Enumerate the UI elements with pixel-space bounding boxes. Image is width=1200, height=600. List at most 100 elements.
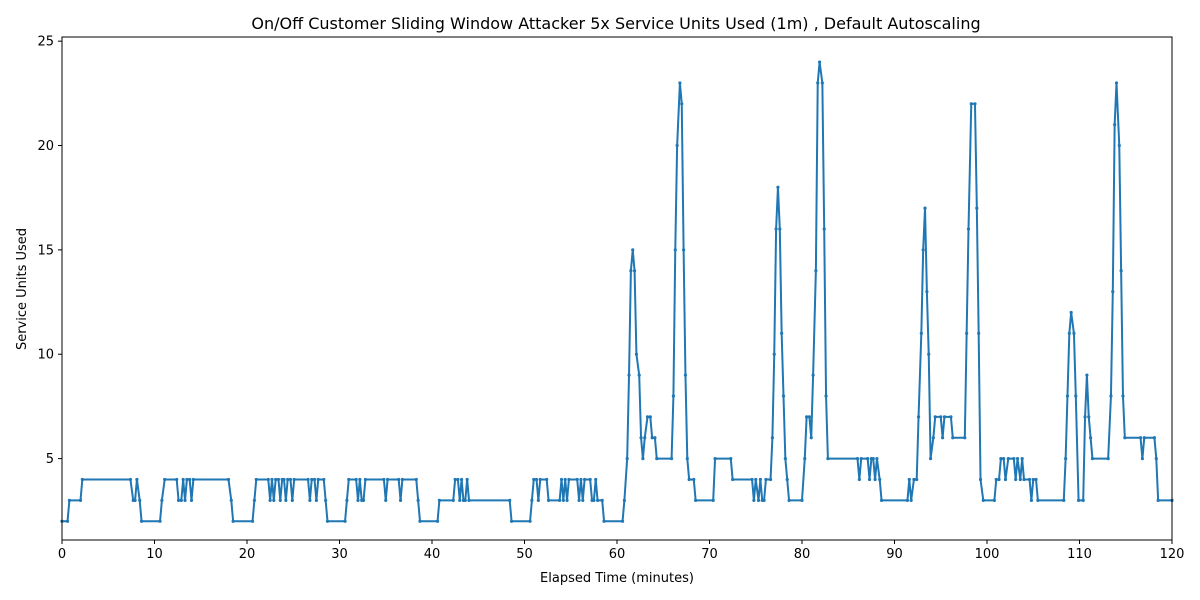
data-point: [905, 498, 910, 502]
data-point: [363, 477, 367, 482]
data-point: [532, 477, 536, 482]
data-point: [625, 457, 629, 461]
data-point: [949, 415, 953, 419]
data-point: [530, 498, 534, 502]
data-point: [231, 519, 235, 523]
data-point: [648, 415, 652, 419]
data-point: [1065, 394, 1070, 398]
data-point: [639, 436, 643, 440]
data-point: [189, 498, 194, 502]
data-point: [941, 436, 945, 440]
data-point: [811, 373, 815, 377]
data-point: [361, 498, 366, 502]
data-point: [577, 498, 581, 502]
x-tick-label: 40: [424, 547, 441, 562]
data-point: [631, 248, 635, 252]
data-point: [1002, 457, 1006, 461]
data-point: [160, 498, 164, 502]
data-point: [322, 477, 326, 482]
data-point: [78, 498, 83, 502]
data-point: [1114, 81, 1119, 85]
data-point: [545, 477, 549, 482]
data-point: [928, 457, 933, 461]
data-point: [925, 290, 929, 294]
data-point: [1083, 415, 1087, 419]
data-point: [622, 498, 627, 502]
data-point: [758, 477, 762, 482]
data-point: [978, 477, 983, 482]
data-point: [358, 477, 362, 482]
data-point: [272, 498, 276, 502]
data-point: [682, 248, 686, 252]
data-point: [1018, 477, 1022, 482]
data-point: [308, 498, 312, 502]
data-point: [528, 519, 532, 523]
data-point: [382, 477, 386, 482]
data-point: [678, 81, 682, 85]
y-tick-label: 10: [37, 348, 54, 363]
data-point: [1156, 498, 1160, 502]
data-point: [629, 269, 633, 273]
data-point: [595, 498, 600, 502]
data-point: [191, 477, 195, 482]
data-point: [288, 477, 293, 482]
data-point: [163, 477, 167, 482]
data-point: [536, 498, 540, 502]
data-point: [942, 415, 947, 419]
data-point: [641, 457, 645, 461]
data-point: [575, 477, 579, 482]
data-point: [643, 436, 647, 440]
data-point: [620, 519, 625, 523]
data-point: [683, 373, 688, 377]
x-tick-label: 90: [886, 547, 903, 562]
data-point: [579, 477, 583, 482]
data-point: [772, 352, 776, 356]
data-point: [292, 477, 296, 482]
data-point: [559, 477, 564, 482]
data-point: [817, 60, 822, 64]
x-tick-label: 20: [239, 547, 256, 562]
data-point: [1081, 498, 1085, 502]
data-point: [873, 477, 877, 482]
data-point: [992, 498, 997, 502]
data-point: [1020, 457, 1024, 461]
data-point: [923, 206, 927, 210]
data-point: [805, 415, 809, 419]
data-point: [931, 436, 935, 440]
data-point: [602, 519, 606, 523]
x-tick-label: 80: [794, 547, 811, 562]
data-point: [508, 498, 512, 502]
y-axis-title: Service Units Used: [15, 228, 30, 350]
x-tick-label: 60: [609, 547, 626, 562]
data-point: [879, 498, 884, 502]
data-point: [1113, 123, 1117, 127]
data-point: [592, 498, 596, 502]
data-point: [939, 415, 943, 419]
data-point: [637, 373, 641, 377]
data-point: [756, 498, 761, 502]
data-point: [770, 436, 775, 440]
data-point: [563, 477, 567, 482]
data-point: [1014, 477, 1018, 482]
data-point: [694, 498, 698, 502]
data-point: [975, 206, 979, 210]
x-axis: 0 10 20 30 40 50 60 70 80 90 100 110 120: [58, 540, 1184, 562]
data-point: [867, 477, 872, 482]
data-point: [653, 436, 657, 440]
data-point: [284, 498, 288, 502]
data-point: [671, 394, 676, 398]
x-tick-label: 30: [331, 547, 348, 562]
data-point: [650, 436, 654, 440]
data-point: [803, 457, 807, 461]
data-point: [969, 102, 973, 106]
data-point: [254, 477, 258, 482]
data-point: [588, 477, 592, 482]
x-tick-label: 50: [516, 547, 533, 562]
data-point: [1006, 457, 1010, 461]
data-point: [871, 457, 875, 461]
data-point: [1074, 394, 1078, 398]
data-point: [919, 331, 923, 335]
data-point: [645, 415, 650, 419]
data-point: [711, 498, 715, 502]
data-point: [67, 498, 71, 502]
